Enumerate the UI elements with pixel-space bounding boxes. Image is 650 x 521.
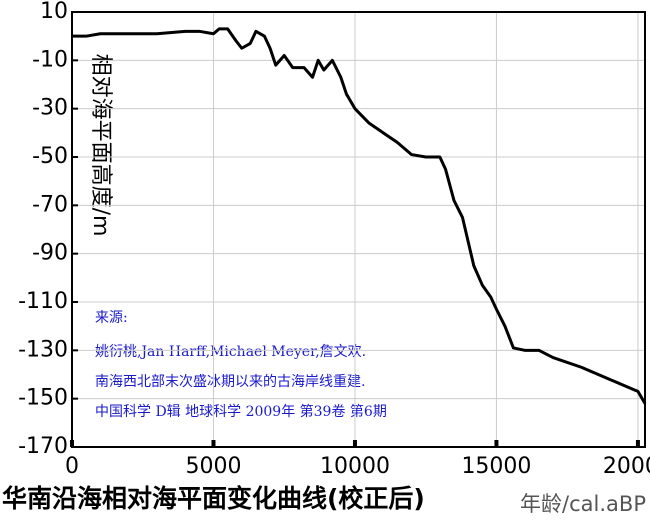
plot-frame	[71, 11, 646, 448]
y-tick-label: -50	[32, 144, 68, 169]
x-tick-label: 5000	[185, 454, 241, 479]
y-axis-label: 相对海平面高度/m	[88, 54, 113, 237]
y-tick-label: -130	[18, 337, 68, 362]
annotation: 南海西北部末次盛冰期以来的古海岸线重建.	[95, 374, 365, 390]
x-tick-label: 15000	[461, 454, 531, 479]
y-tick-label: -10	[32, 47, 68, 72]
x-tick-label: 0	[65, 454, 79, 479]
y-tick-label: -110	[18, 289, 68, 314]
y-tick-label: -170	[18, 434, 68, 459]
annotation: 来源:	[95, 310, 128, 326]
data-line	[72, 27, 647, 405]
y-tick-label: -30	[32, 96, 68, 121]
x-tick-label: 10000	[320, 454, 390, 479]
x-tick-label: 20000	[603, 454, 650, 479]
y-tick-label: -90	[32, 241, 68, 266]
y-tick-label: 10	[40, 0, 68, 24]
y-tick-label: -70	[32, 192, 68, 217]
x-axis-label: 年龄/cal.aBP	[520, 492, 646, 516]
annotation: 姚衍桃,Jan Harff,Michael Meyer,詹文欢.	[95, 344, 366, 360]
annotation: 中国科学 D辑 地球科学 2009年 第39卷 第6期	[95, 403, 387, 420]
chart-title: 华南沿海相对海平面变化曲线(校正后)	[2, 484, 425, 513]
y-tick-label: -150	[18, 386, 68, 411]
